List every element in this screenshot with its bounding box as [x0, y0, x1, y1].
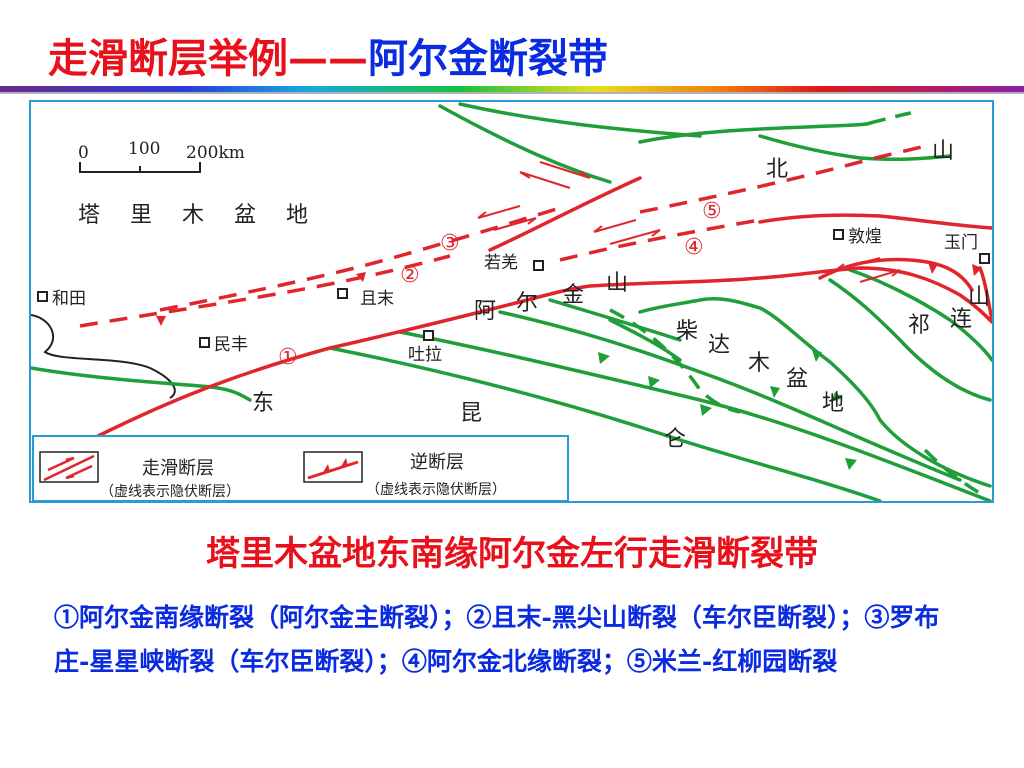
label-tarim-2: 里 [130, 203, 152, 228]
label-qilian-2: 连 [950, 307, 972, 332]
label-qaidam-5: 地 [822, 391, 844, 416]
marker-fault-4: ④ [684, 235, 704, 260]
label-minfeng: 民丰 [214, 335, 248, 355]
label-qilian-1: 祁 [908, 313, 930, 338]
legend-strike-slip-note: （虚线表示隐伏断层） [100, 484, 240, 500]
scale-label-100: 100 [128, 139, 160, 159]
title-divider [0, 86, 1024, 92]
label-yumen: 玉门 [944, 233, 978, 253]
title-divider-shadow [0, 92, 1024, 94]
title-part-2: 阿尔金断裂带 [368, 35, 608, 82]
label-ruoqiang: 若羌 [484, 253, 518, 273]
fault-notes: ①阿尔金南缘断裂（阿尔金主断裂）；②且末-黑尖山断裂（车尔臣断裂）；③罗布庄-星… [54, 603, 940, 676]
legend-thrust-label: 逆断层 [410, 452, 464, 473]
scale-label-200: 200km [186, 143, 245, 163]
label-tarim-4: 盆 [234, 203, 256, 228]
scale-bar [79, 162, 201, 173]
label-altun-2: 尔 [516, 291, 538, 316]
label-qilian-3: 山 [968, 285, 990, 310]
legend-strike-slip-label: 走滑断层 [142, 458, 214, 479]
label-tarim-1: 塔 [78, 203, 100, 228]
scale-label-0: 0 [78, 143, 89, 163]
marker-fault-5: ⑤ [702, 199, 722, 224]
page-title: 走滑断层举例——阿尔金断裂带 [48, 26, 608, 86]
label-kunlun-3: 仑 [664, 427, 686, 452]
label-beishan-1: 北 [766, 157, 788, 182]
label-kunlun-1: 东 [252, 391, 274, 416]
map-caption: 塔里木盆地东南缘阿尔金左行走滑断裂带 [206, 534, 818, 574]
label-qiemo: 且末 [360, 289, 394, 309]
title-part-1: 走滑断层举例—— [48, 35, 368, 82]
marker-fault-3: ③ [440, 231, 460, 256]
label-kunlun-2: 昆 [460, 401, 482, 426]
legend-thrust-swatch [303, 451, 363, 483]
legend-box [32, 435, 569, 502]
label-altun-3: 金 [562, 283, 584, 308]
label-beishan-2: 山 [932, 139, 954, 164]
legend-thrust-note: （虚线表示隐伏断层） [366, 482, 506, 498]
marker-fault-1: ① [278, 345, 298, 370]
label-hetian: 和田 [52, 289, 86, 309]
label-tarim-5: 地 [286, 203, 308, 228]
label-qaidam-2: 达 [708, 333, 730, 358]
label-qaidam-3: 木 [748, 351, 770, 376]
label-tula: 吐拉 [408, 345, 442, 365]
label-dunhuang: 敦煌 [848, 227, 882, 247]
marker-fault-2: ② [400, 263, 420, 288]
label-qaidam-4: 盆 [786, 367, 808, 392]
label-altun-4: 山 [606, 271, 628, 296]
label-tarim-3: 木 [182, 203, 204, 228]
label-altun-1: 阿 [474, 299, 496, 324]
label-qaidam-1: 柴 [676, 319, 698, 344]
town-markers [37, 229, 990, 348]
